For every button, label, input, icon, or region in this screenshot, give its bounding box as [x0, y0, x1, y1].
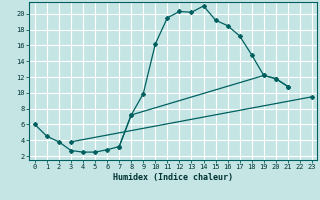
X-axis label: Humidex (Indice chaleur): Humidex (Indice chaleur): [113, 173, 233, 182]
